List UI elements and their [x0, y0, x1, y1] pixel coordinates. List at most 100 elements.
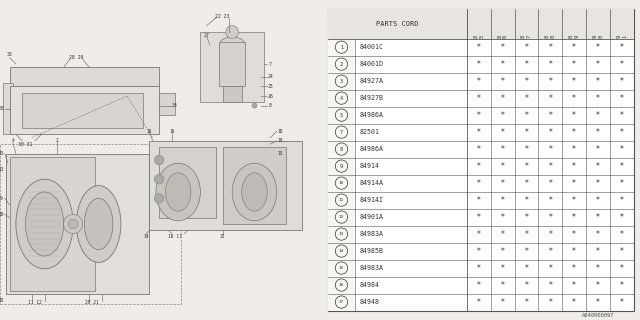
- Text: *: *: [477, 76, 481, 86]
- Text: *: *: [620, 43, 624, 52]
- Bar: [328, 56, 355, 73]
- Text: *: *: [596, 145, 600, 154]
- Text: 7: 7: [269, 61, 272, 67]
- Bar: [328, 157, 355, 175]
- Text: *: *: [596, 229, 600, 239]
- Text: *: *: [596, 298, 600, 307]
- Circle shape: [154, 194, 164, 203]
- Text: *: *: [477, 298, 481, 307]
- Text: *: *: [572, 60, 576, 69]
- Text: *: *: [477, 43, 481, 52]
- Text: *: *: [525, 94, 529, 103]
- Text: *: *: [500, 212, 504, 221]
- Text: *: *: [548, 76, 552, 86]
- Text: 82501: 82501: [360, 129, 380, 135]
- Bar: [328, 10, 467, 39]
- Text: *: *: [620, 298, 624, 307]
- Text: *: *: [477, 111, 481, 120]
- Text: 15: 15: [277, 151, 283, 156]
- Text: 8
8: 8 8: [545, 35, 556, 38]
- Bar: [328, 175, 355, 192]
- Ellipse shape: [84, 198, 113, 250]
- Bar: [328, 73, 355, 90]
- Text: *: *: [572, 43, 576, 52]
- Text: *: *: [477, 145, 481, 154]
- Text: 8
7: 8 7: [521, 35, 532, 38]
- Ellipse shape: [165, 173, 191, 211]
- Text: *: *: [477, 246, 481, 256]
- Text: 16: 16: [147, 129, 152, 134]
- Text: *: *: [500, 179, 504, 188]
- Text: *: *: [620, 76, 624, 86]
- Circle shape: [154, 174, 164, 184]
- Text: 5: 5: [340, 113, 343, 118]
- Text: 84914: 84914: [360, 163, 380, 169]
- Text: *: *: [525, 145, 529, 154]
- Ellipse shape: [242, 173, 267, 211]
- Text: *: *: [548, 298, 552, 307]
- Bar: [0, 144, 181, 304]
- Text: 10: 10: [0, 212, 4, 217]
- Text: 84985B: 84985B: [360, 248, 383, 254]
- Text: 9: 9: [0, 196, 3, 201]
- Text: *: *: [620, 179, 624, 188]
- Text: *: *: [477, 128, 481, 137]
- Text: *: *: [572, 128, 576, 137]
- Bar: [223, 86, 242, 102]
- Bar: [328, 209, 355, 226]
- Text: *: *: [548, 43, 552, 52]
- Bar: [328, 226, 355, 243]
- Bar: [328, 276, 355, 293]
- Text: 84001D: 84001D: [360, 61, 383, 67]
- Bar: [328, 243, 355, 260]
- Text: *: *: [596, 179, 600, 188]
- Text: *: *: [572, 212, 576, 221]
- Bar: [328, 107, 355, 124]
- Text: *: *: [620, 111, 624, 120]
- Text: *: *: [477, 179, 481, 188]
- Ellipse shape: [232, 163, 276, 221]
- Text: 84927B: 84927B: [360, 95, 383, 101]
- Text: *: *: [548, 94, 552, 103]
- Bar: [159, 147, 216, 218]
- Text: 11 12: 11 12: [28, 300, 42, 305]
- Text: *: *: [548, 111, 552, 120]
- Bar: [328, 124, 355, 140]
- Text: *: *: [477, 264, 481, 273]
- Text: *: *: [548, 281, 552, 290]
- Text: *: *: [525, 212, 529, 221]
- Text: *: *: [596, 281, 600, 290]
- Text: *: *: [525, 162, 529, 171]
- Text: PARTS CORD: PARTS CORD: [376, 21, 419, 27]
- Text: 16: 16: [169, 129, 175, 134]
- Text: 12: 12: [339, 215, 344, 219]
- Text: 14: 14: [143, 234, 149, 239]
- Text: *: *: [548, 145, 552, 154]
- Text: 84986A: 84986A: [360, 146, 383, 152]
- Text: *: *: [525, 128, 529, 137]
- Text: 2: 2: [340, 62, 343, 67]
- Text: *: *: [500, 281, 504, 290]
- Text: *: *: [596, 196, 600, 204]
- Text: 32: 32: [220, 234, 225, 239]
- Text: *: *: [500, 264, 504, 273]
- Text: *: *: [548, 246, 552, 256]
- Text: *: *: [620, 60, 624, 69]
- Text: *: *: [596, 246, 600, 256]
- Text: *: *: [620, 246, 624, 256]
- Text: *: *: [596, 162, 600, 171]
- Text: *: *: [500, 60, 504, 69]
- Text: *: *: [620, 94, 624, 103]
- FancyBboxPatch shape: [10, 67, 159, 86]
- Text: 16 17: 16 17: [168, 234, 182, 239]
- Text: 15: 15: [0, 298, 4, 303]
- Text: 16: 16: [339, 283, 344, 287]
- Text: *: *: [525, 281, 529, 290]
- Text: 30 31: 30 31: [19, 141, 33, 147]
- Ellipse shape: [26, 192, 63, 256]
- Ellipse shape: [76, 186, 121, 262]
- Text: *: *: [548, 264, 552, 273]
- Text: 8
6: 8 6: [497, 35, 508, 38]
- Text: 13: 13: [0, 167, 4, 172]
- Text: 26: 26: [268, 93, 273, 99]
